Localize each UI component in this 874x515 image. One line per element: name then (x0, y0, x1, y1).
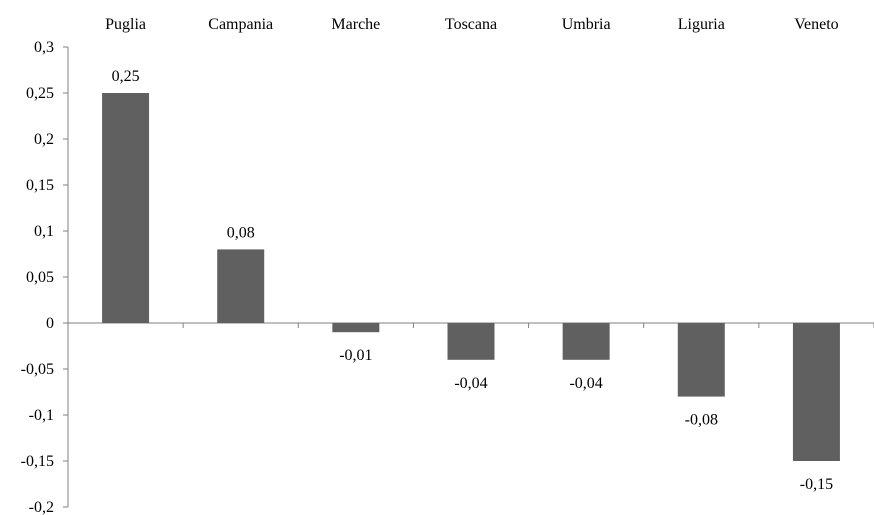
y-tick-label: 0,05 (26, 269, 54, 286)
bar (447, 323, 495, 360)
y-ticks: 0,3 0,25 0,2 0,15 0,1 0,05 0 -0,05 -0,1 -0,15 -0,2 (21, 39, 68, 515)
data-label: -0,04 (569, 375, 602, 392)
category-label: Veneto (794, 16, 838, 33)
y-tick-label: 0 (46, 315, 54, 332)
bar (677, 323, 725, 397)
category-label: Marche (331, 16, 380, 33)
category-label: Puglia (105, 16, 146, 33)
category-label: Campania (208, 16, 273, 33)
y-tick-label: 0,3 (34, 39, 54, 56)
data-label: -0,04 (454, 375, 487, 392)
y-tick-label: 0,1 (34, 223, 54, 240)
data-label: -0,01 (339, 347, 372, 364)
category-label: Liguria (678, 16, 725, 33)
bar (102, 93, 150, 323)
axes (67, 47, 874, 507)
bar (332, 323, 380, 333)
bar (562, 323, 610, 360)
bar (792, 323, 840, 461)
y-tick-label: -0,15 (21, 453, 54, 470)
y-tick-label: 0,2 (34, 131, 54, 148)
category-label: Toscana (445, 16, 497, 33)
bar (217, 249, 265, 323)
labels: 0,25 Puglia 0,08 Campania -0,01 Marche -0,04 To… (105, 16, 839, 493)
data-label: -0,15 (800, 476, 833, 493)
y-tick-label: -0,1 (29, 407, 54, 424)
y-tick-label: -0,05 (21, 361, 54, 378)
data-label: 0,25 (112, 68, 140, 85)
data-label: 0,08 (227, 224, 255, 241)
category-label: Umbria (562, 16, 611, 33)
y-tick-label: -0,2 (29, 499, 54, 515)
bars (102, 93, 840, 461)
y-tick-label: 0,15 (26, 177, 54, 194)
y-tick-label: 0,25 (26, 85, 54, 102)
data-label: -0,08 (685, 412, 718, 429)
